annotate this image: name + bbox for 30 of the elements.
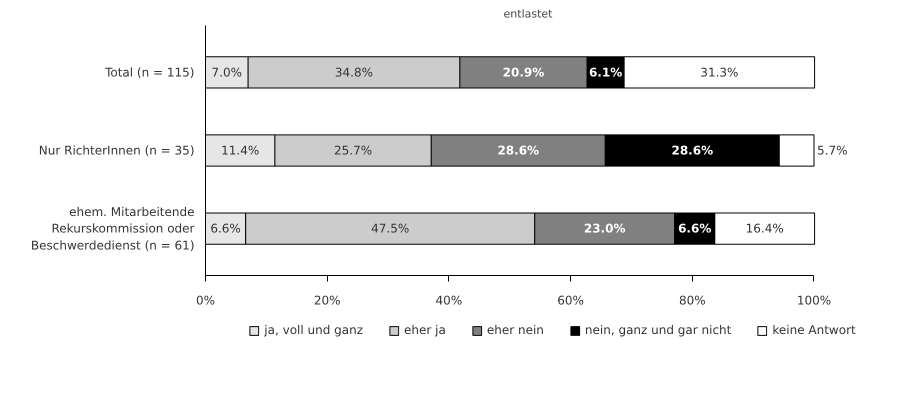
x-tick-label: 60%	[557, 294, 584, 308]
text: 34.8%	[334, 65, 374, 80]
text: 23.0%	[584, 222, 626, 236]
legend-label: keine Antwort	[772, 323, 856, 337]
text: 6.1%	[588, 65, 622, 80]
text: 20.9%	[502, 65, 544, 80]
text: 28.6%	[671, 144, 714, 158]
y-tick-label: Total (n = 115)	[104, 65, 195, 80]
text: 6.6%	[678, 222, 712, 236]
text: 47.5%	[371, 222, 410, 236]
x-tick-label: 0%	[196, 294, 216, 308]
text: 7.0%	[212, 65, 242, 80]
legend-label: nein, ganz und gar nicht	[584, 323, 732, 337]
y-tick-label: ehem. Mitarbeitende Rekurskommission oder Beschwerdedienst (n = 61)	[30, 204, 195, 252]
text: 11.4%	[221, 144, 260, 158]
text: 5.7%	[817, 144, 848, 158]
legend-label: ja, voll und ganz	[264, 323, 364, 337]
text: 31.3%	[700, 65, 738, 80]
x-tick-label: 40%	[436, 294, 462, 308]
text: 16.4%	[746, 222, 784, 236]
text: 28.6%	[497, 144, 540, 158]
legend-label: eher ja	[404, 323, 446, 337]
x-tick-label: 100%	[796, 294, 832, 308]
y-tick-label: Nur RichterInnen (n = 35)	[38, 144, 194, 158]
text: 25.7%	[334, 144, 372, 158]
x-tick-label: 20%	[314, 294, 341, 308]
legend-label: eher nein	[486, 323, 544, 337]
text: 6.6%	[210, 222, 241, 236]
chart-title: entlastet	[504, 8, 554, 20]
x-tick-label: 80%	[678, 294, 706, 308]
